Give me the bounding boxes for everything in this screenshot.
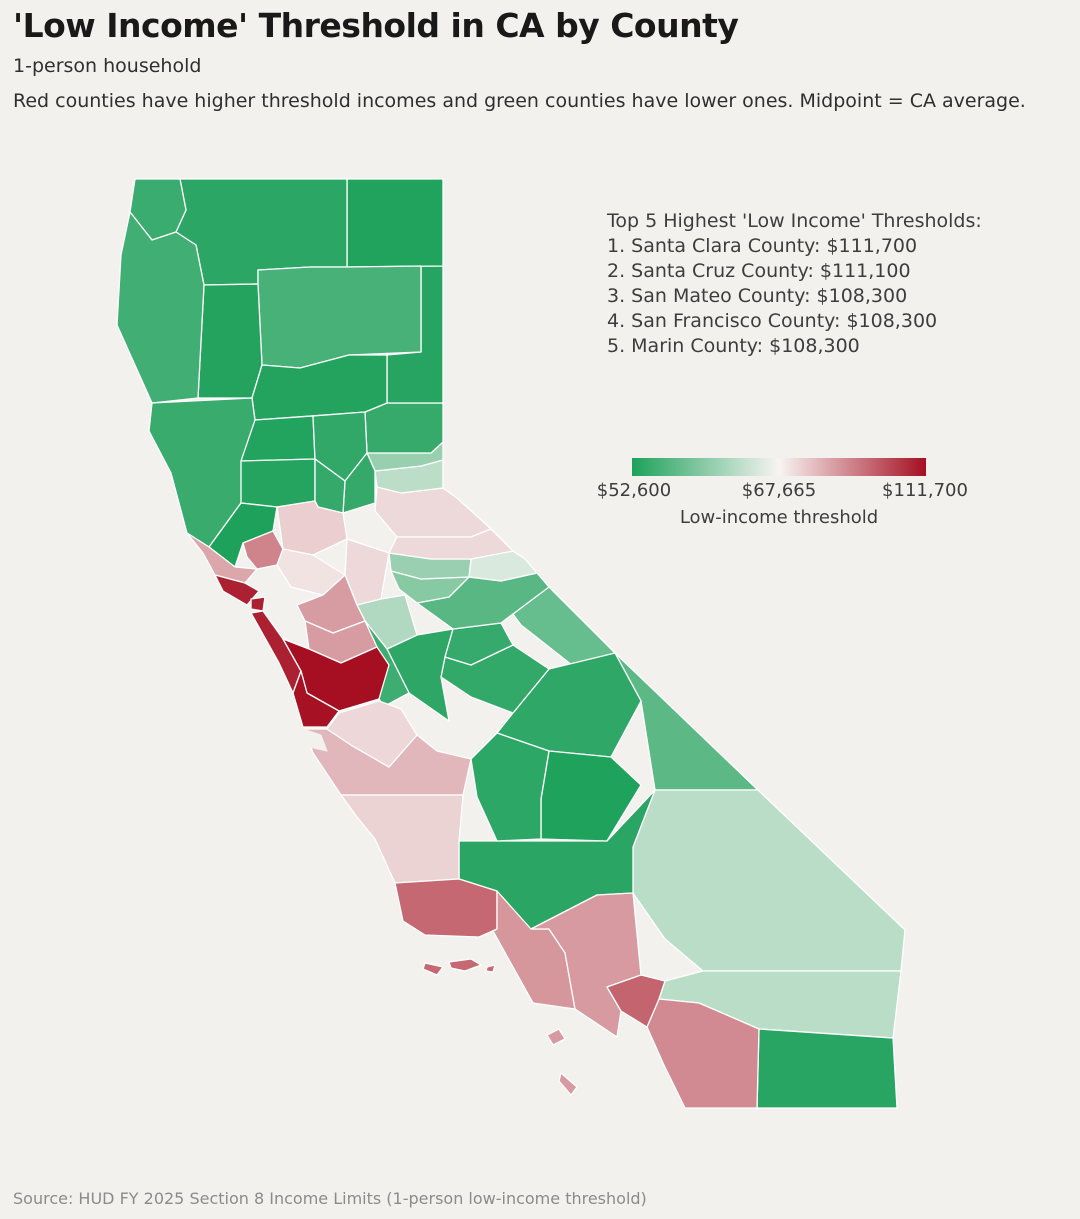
county-humboldt[interactable] (116, 211, 205, 404)
figure-description: Red counties have higher threshold incom… (13, 90, 1026, 112)
county-sonoma[interactable] (186, 532, 258, 584)
county-placer[interactable] (374, 486, 492, 538)
county-inyo[interactable] (614, 652, 759, 791)
top5-annotation: Top 5 Highest 'Low Income' Thresholds: 1… (607, 209, 982, 359)
county-plumas[interactable] (364, 402, 444, 454)
legend-min-label: $52,600 (596, 480, 672, 501)
county-santa-cruz[interactable] (292, 670, 340, 728)
page-title: 'Low Income' Threshold in CA by County (13, 6, 739, 45)
county-kings[interactable] (470, 732, 550, 842)
legend-max-label: $111,700 (882, 480, 968, 501)
county-el-dorado[interactable] (388, 528, 514, 560)
legend-mid-label: $67,665 (741, 480, 817, 501)
county-san-benito[interactable] (326, 700, 418, 768)
county-colusa[interactable] (240, 458, 316, 508)
county-san-diego[interactable] (646, 998, 760, 1109)
catalina-island-los-angeles[interactable] (546, 1028, 566, 1046)
top5-item-5: 5. Marin County: $108,300 (607, 335, 860, 357)
source-note: Source: HUD FY 2025 Section 8 Income Lim… (13, 1189, 647, 1208)
county-san-luis-obispo[interactable] (340, 794, 464, 884)
county-san-bernardino[interactable] (632, 789, 906, 972)
channel-island-santa-barbara[interactable] (422, 962, 444, 976)
top5-item-4: 4. San Francisco County: $108,300 (607, 310, 938, 332)
county-san-francisco[interactable] (250, 596, 266, 612)
color-legend: $52,600 $67,665 $111,700 Low-income thre… (597, 458, 968, 528)
legend-caption: Low-income threshold (679, 507, 879, 528)
county-merced[interactable] (386, 628, 454, 722)
county-imperial[interactable] (756, 1028, 898, 1109)
county-santa-barbara[interactable] (394, 878, 498, 938)
county-trinity[interactable] (197, 283, 263, 399)
channel-island-santa-barbara[interactable] (448, 958, 482, 972)
top5-item-2: 2. Santa Cruz County: $111,100 (607, 260, 911, 282)
county-shasta[interactable] (257, 265, 422, 369)
figure-subtitle: 1-person household (13, 55, 202, 77)
channel-island-santa-barbara[interactable] (485, 964, 496, 973)
county-modoc[interactable] (346, 178, 444, 268)
water-monterey-bay (302, 728, 328, 752)
top5-annotation-title: Top 5 Highest 'Low Income' Thresholds: (607, 210, 982, 232)
legend-tick-labels: $52,600 $67,665 $111,700 (597, 476, 968, 501)
county-orange[interactable] (606, 974, 666, 1028)
san-clemente-island-los-angeles[interactable] (558, 1072, 578, 1096)
figure-header: 'Low Income' Threshold in CA by County 1… (13, 6, 1073, 112)
county-marin[interactable] (214, 574, 260, 606)
top5-item-1: 1. Santa Clara County: $111,700 (607, 235, 918, 257)
legend-gradient-bar (632, 458, 926, 476)
top5-item-3: 3. San Mateo County: $108,300 (607, 285, 908, 307)
